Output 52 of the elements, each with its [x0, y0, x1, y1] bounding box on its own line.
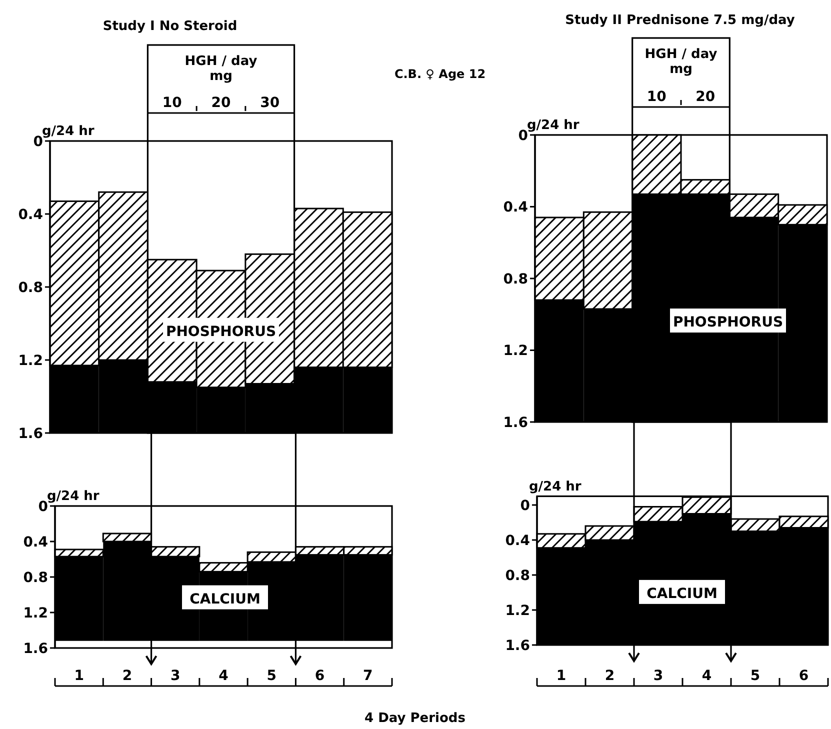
annotation: CALCIUM: [190, 591, 260, 608]
x-tick-label: 5: [750, 668, 760, 684]
x-axis-title: 4 Day Periods: [364, 711, 466, 726]
y-tick-label: 1.6: [505, 638, 530, 654]
y-tick-label: 0: [33, 134, 44, 150]
y-tick-label: 1.6: [23, 641, 48, 657]
x-tick-label: 4: [218, 668, 229, 684]
x-tick-label: 1: [74, 668, 84, 684]
x-tick-label: 2: [122, 668, 132, 684]
annotation: PHOSPHORUS: [166, 324, 276, 340]
y-tick-label: 0.4: [503, 200, 528, 216]
annotation: CALCIUM: [646, 586, 718, 602]
y-axis-title: g/24 hr: [527, 118, 580, 133]
x-tick-label: 4: [702, 668, 712, 684]
text: 20: [696, 89, 716, 105]
y-tick-label: 0.4: [505, 533, 530, 549]
y-tick-label: 1.2: [18, 353, 43, 369]
x-tick-label: 6: [798, 668, 809, 684]
y-tick-label: 0.8: [18, 280, 43, 296]
y-tick-label: 0: [520, 498, 530, 514]
chart-title: Study II Prednisone 7.5 mg/day: [565, 13, 796, 28]
x-tick-label: 5: [266, 668, 277, 684]
y-tick-label: 0.8: [505, 568, 530, 584]
x-tick-label: 1: [556, 668, 566, 684]
text: HGH / day mg: [644, 47, 718, 77]
y-tick-label: 0.4: [18, 207, 44, 223]
y-tick-label: 0: [38, 499, 48, 515]
y-tick-label: 0.8: [503, 271, 528, 288]
text: 20: [211, 95, 231, 111]
text: 30: [260, 95, 280, 111]
text: 10: [162, 95, 182, 111]
x-tick-label: 7: [363, 668, 373, 684]
text: HGH / day mg: [184, 54, 258, 84]
x-tick-label: 3: [653, 668, 664, 684]
y-axis-title: g/24 hr: [47, 489, 100, 504]
y-axis-title: g/24 hr: [529, 479, 582, 494]
y-tick-label: 0: [518, 128, 528, 144]
y-axis-title: g/24 hr: [42, 124, 95, 139]
y-tick-label: 1.6: [503, 415, 528, 431]
x-tick-label: 3: [170, 668, 180, 684]
y-tick-label: 1.2: [505, 603, 530, 619]
x-tick-label: 2: [604, 668, 615, 684]
text: 10: [646, 89, 667, 105]
text: C.B. ♀ Age 12: [394, 67, 486, 81]
y-tick-label: 0.4: [23, 534, 48, 550]
y-tick-label: 0.8: [23, 570, 48, 586]
annotation: PHOSPHORUS: [672, 314, 784, 331]
y-tick-label: 1.2: [503, 343, 528, 360]
y-tick-label: 1.2: [23, 606, 48, 622]
chart-title: Study I No Steroid: [102, 19, 238, 34]
x-tick-label: 6: [314, 668, 325, 684]
y-tick-label: 1.6: [18, 426, 43, 442]
